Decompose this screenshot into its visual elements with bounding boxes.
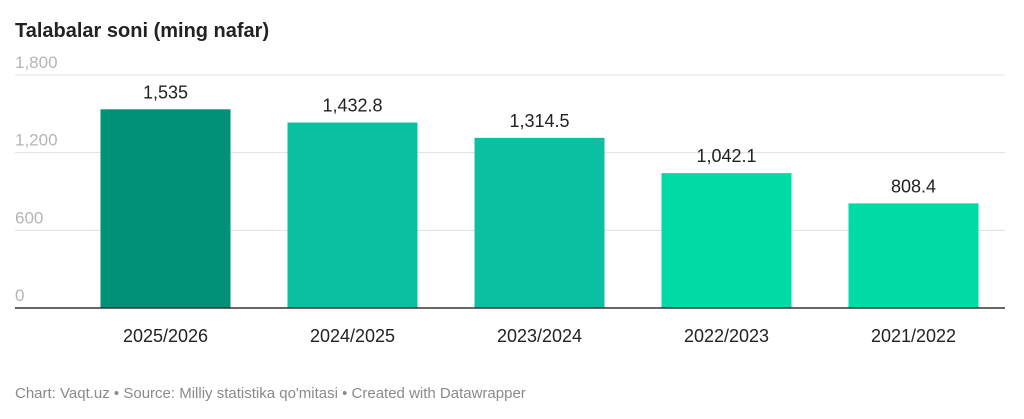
chart-title: Talabalar soni (ming nafar) (15, 20, 269, 42)
chart-footer: Chart: Vaqt.uz • Source: Milliy statisti… (15, 385, 526, 402)
y-tick-label: 0 (15, 286, 24, 305)
bar (474, 137, 605, 308)
value-label: 1,314.5 (509, 111, 569, 131)
x-tick-label: 2022/2023 (684, 326, 769, 346)
y-tick-label: 1,200 (15, 131, 58, 150)
bar (848, 203, 979, 308)
bar (287, 122, 418, 308)
bar (100, 109, 231, 308)
x-tick-label: 2025/2026 (123, 326, 208, 346)
value-label: 1,535 (143, 82, 188, 102)
value-label: 1,042.1 (696, 146, 756, 166)
x-tick-label: 2024/2025 (310, 326, 395, 346)
value-label: 808.4 (891, 176, 936, 196)
y-tick-label: 600 (15, 208, 43, 227)
value-label: 1,432.8 (322, 96, 382, 116)
x-tick-label: 2023/2024 (497, 326, 582, 346)
y-tick-label: 1,800 (15, 53, 58, 72)
bar (661, 173, 792, 308)
x-tick-label: 2021/2022 (871, 326, 956, 346)
